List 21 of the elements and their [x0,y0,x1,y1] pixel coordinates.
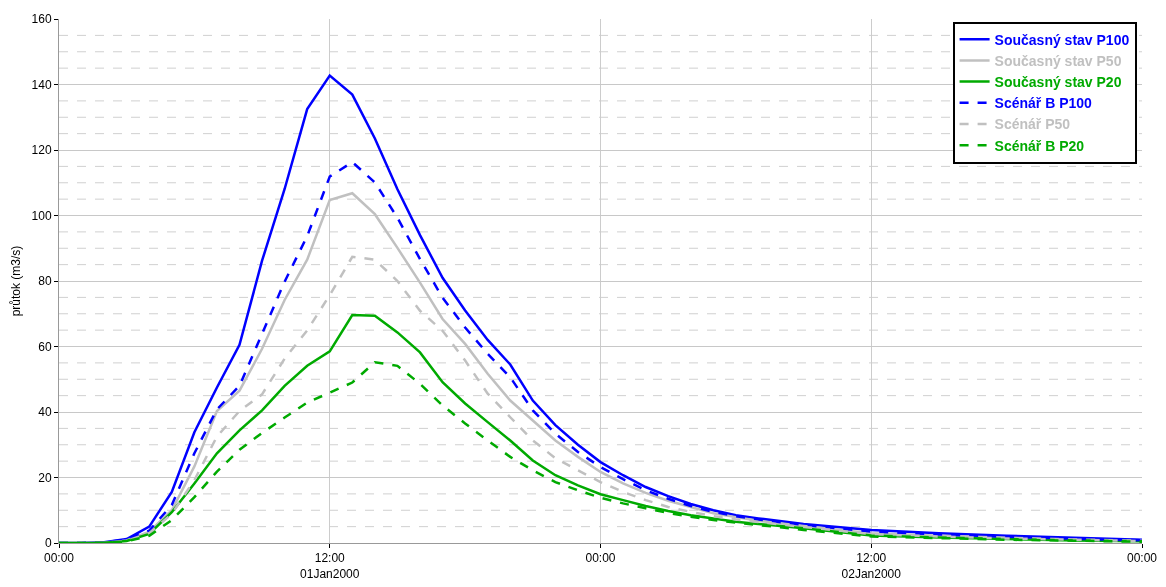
y-tick-label: 120 [31,143,52,158]
y-tick-label: 20 [38,470,52,485]
y-tick-label: 0 [44,536,52,551]
x-tick-label: 00:00 [1126,551,1158,566]
y-tick-label: 160 [31,12,52,27]
legend-label: Scénář B P20 [994,137,1085,154]
legend-label: Současný stav P20 [994,74,1122,91]
y-tick-label: 80 [38,274,52,289]
y-tick-label: 100 [31,208,52,223]
x-tick-label: 12:00 01Jan2000 [300,551,360,581]
legend-label: Současný stav P100 [994,31,1130,48]
y-tick-label: 40 [38,405,52,420]
legend-label: Scénář B P100 [994,95,1093,112]
legend-label: Současný stav P50 [994,52,1122,69]
x-tick-label: 00:00 [43,551,75,566]
legend-label: Scénář P50 [994,116,1071,133]
x-tick-label: 00:00 [585,551,616,566]
y-tick-label: 60 [38,339,52,354]
x-tick-label: 12:00 02Jan2000 [841,551,902,581]
y-axis-title: průtok (m3/s) [8,245,23,317]
y-tick-label: 140 [31,77,52,92]
